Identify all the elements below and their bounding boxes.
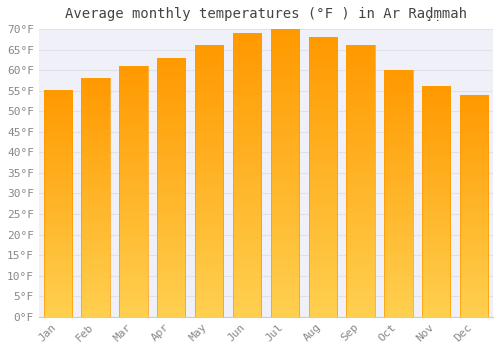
Title: Average monthly temperatures (°F ) in Ar Raḑṃmah: Average monthly temperatures (°F ) in Ar… [65, 7, 467, 21]
